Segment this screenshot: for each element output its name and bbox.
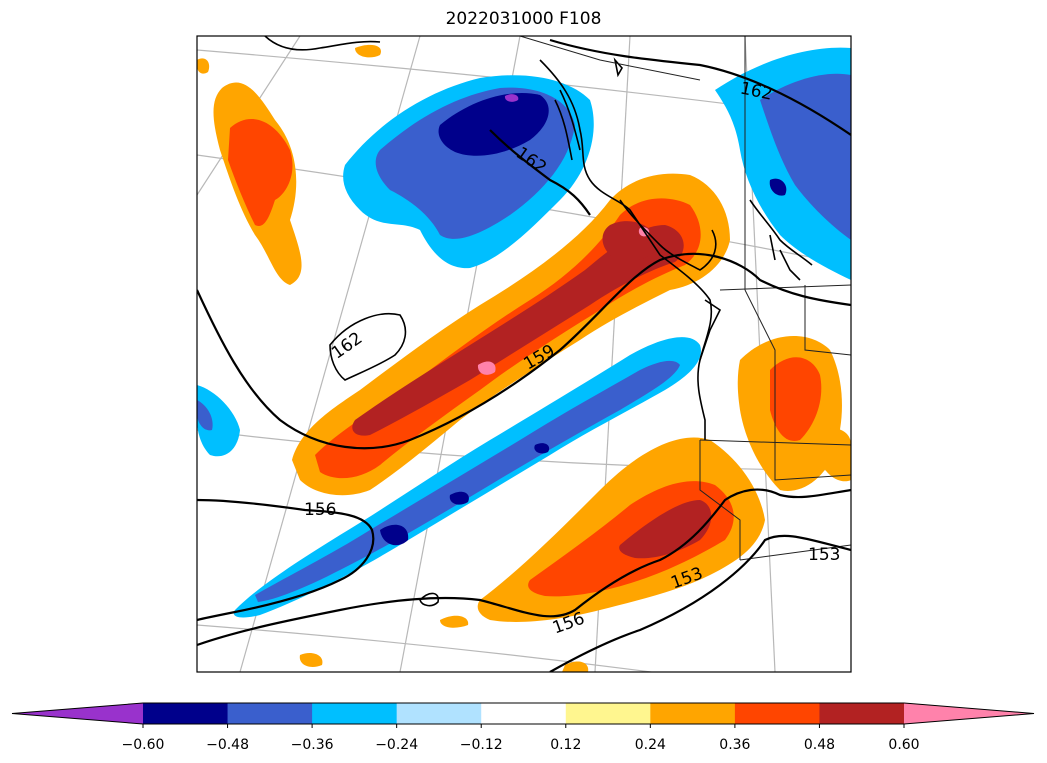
colorbar-tick-label: 0.36 (719, 737, 750, 753)
colorbar-tick-label: −0.48 (206, 737, 249, 753)
colorbar-segment (227, 703, 313, 724)
colorbar-extend-low (12, 703, 143, 724)
map-title: 2022031000 F108 (445, 9, 602, 29)
colorbar-extend-high (904, 703, 1034, 724)
field-west-blue (197, 385, 240, 457)
colorbar-segment (565, 703, 651, 724)
colorbar-tick-label: −0.36 (291, 737, 334, 753)
colorbar-tick-label: −0.60 (122, 737, 165, 753)
contour-label-153-e: 153 (808, 545, 840, 565)
colorbar-segment (312, 703, 398, 724)
field-north-blue (343, 75, 594, 269)
height-contours (197, 38, 851, 672)
colorbar-segment (396, 703, 482, 724)
contour-label-156-w: 156 (304, 500, 336, 520)
field-main-band (292, 173, 730, 496)
colorbar-tick-label: 0.60 (888, 737, 919, 753)
colorbar-tick-label: 0.24 (635, 737, 666, 753)
field-ne-blue (715, 47, 851, 280)
colorbar-tick-label: −0.24 (375, 737, 418, 753)
colorbar-segment (650, 703, 736, 724)
colorbar-segment (734, 703, 820, 724)
colorbar-tick-label: −0.12 (460, 737, 503, 753)
colorbar-tick-label: 0.48 (804, 737, 835, 753)
coastlines (264, 36, 813, 607)
map-frame (196, 35, 852, 673)
field-south-blue (233, 337, 701, 618)
colorbar-segment (143, 703, 229, 724)
colorbar-tick-label: 0.12 (550, 737, 581, 753)
colorbar-segment (481, 703, 567, 724)
field-nw-plume (213, 82, 302, 285)
field-se-band (299, 336, 851, 672)
colorbar-segment (819, 703, 905, 724)
